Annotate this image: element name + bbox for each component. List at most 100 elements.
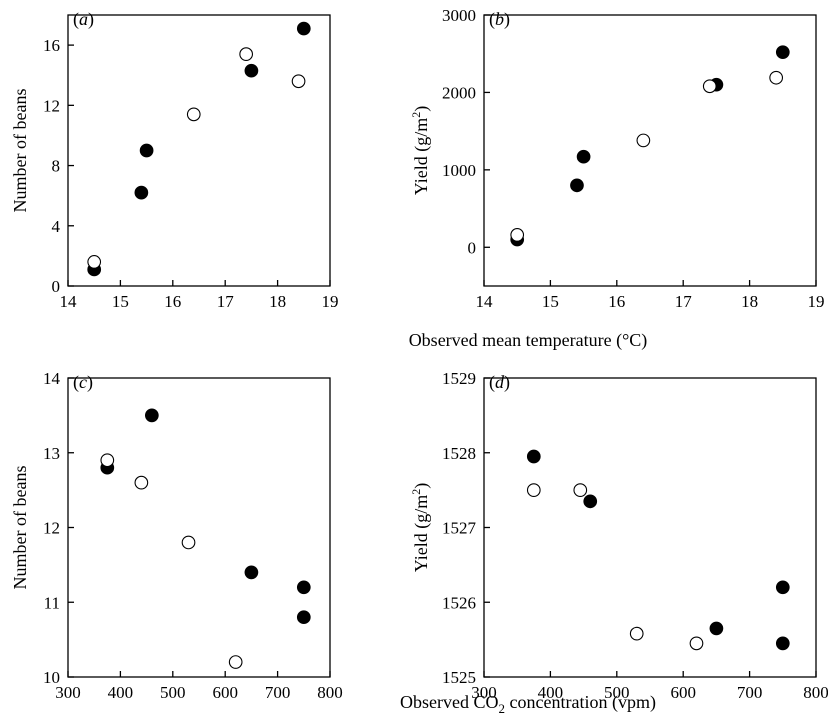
filled-data-point (296, 21, 311, 36)
panel-label-letter: b (495, 9, 504, 29)
open-data-point (228, 655, 243, 669)
filled-data-point (775, 636, 790, 651)
x-tick-label: 500 (160, 683, 186, 702)
y-tick-label: 10 (43, 668, 60, 687)
panel-label-open-paren: ( (489, 372, 495, 393)
panel-label-close-paren: ) (504, 9, 510, 30)
y-tick-label: 3000 (442, 6, 476, 25)
y-axis-label-text: Yield (g/m (411, 495, 432, 573)
x-tick-label: 18 (269, 292, 286, 311)
y-tick-label: 1528 (442, 444, 476, 463)
y-axis-label: Yield (g/m2) (409, 483, 432, 573)
x-tick-label: 19 (808, 292, 825, 311)
open-data-point (629, 626, 644, 641)
open-data-point (181, 535, 196, 550)
open-data-point (526, 483, 541, 497)
x-tick-label: 700 (737, 683, 763, 702)
open-data-point (702, 79, 717, 94)
panel-label-letter: d (495, 372, 505, 392)
x-tick-label: 600 (670, 683, 696, 702)
filled-data-point (296, 610, 311, 625)
filled-data-point (244, 565, 259, 580)
x-tick-label: 400 (108, 683, 134, 702)
plot-frame (483, 377, 817, 678)
x-tick-label: 18 (741, 292, 758, 311)
bottom-x-axis-label-text: Observed CO (400, 692, 498, 712)
y-tick-label: 1526 (442, 593, 476, 612)
x-tick-label: 15 (112, 292, 129, 311)
y-axis-label: Number of beans (10, 466, 30, 590)
open-data-point (87, 255, 102, 269)
y-axis-label: Yield (g/m2) (409, 106, 432, 196)
x-tick-label: 800 (803, 683, 828, 702)
y-tick-label: 12 (43, 519, 60, 538)
filled-data-point (144, 408, 159, 423)
plot-frame (67, 377, 331, 678)
x-tick-label: 300 (471, 683, 497, 702)
y-tick-label: 1525 (442, 668, 476, 687)
filled-data-point (139, 143, 154, 158)
panel-label-open-paren: ( (489, 9, 495, 30)
y-axis-label-suffix: ) (411, 483, 432, 489)
plot-frame (67, 14, 331, 287)
y-axis-label-superscript: 2 (409, 112, 423, 118)
x-tick-label: 16 (164, 292, 181, 311)
open-data-point (291, 74, 306, 89)
y-tick-label: 12 (43, 96, 60, 115)
filled-data-point (244, 63, 259, 78)
panel-d: 300 400 500 600 700 800 1525 1526 1527 1528 1529 (d… (409, 369, 828, 702)
x-tick-label: 400 (538, 683, 564, 702)
y-axis-label-text: Yield (g/m (411, 118, 432, 196)
x-tick-label: 600 (212, 683, 238, 702)
x-tick-label: 300 (55, 683, 81, 702)
panel-label-letter: c (79, 372, 87, 392)
y-tick-label: 0 (468, 238, 477, 257)
x-tick-label: 700 (265, 683, 291, 702)
y-axis-label-text: Number of beans (10, 466, 30, 590)
y-axis-label: Number of beans (10, 89, 30, 213)
y-tick-label: 13 (43, 444, 60, 463)
open-data-point (636, 133, 651, 148)
bottom-row-x-axis-label: Observed CO2 concentration (vpm) (400, 692, 656, 715)
y-axis-label-text: Number of beans (10, 89, 30, 213)
y-tick-label: 1529 (442, 369, 476, 388)
open-data-point (100, 453, 115, 468)
open-data-point (573, 483, 588, 497)
y-tick-label: 14 (43, 369, 61, 388)
y-tick-label: 2000 (442, 83, 476, 102)
open-data-point (689, 636, 704, 651)
filled-data-point (570, 178, 584, 193)
x-tick-label: 800 (317, 683, 343, 702)
panel-label-open-paren: ( (73, 9, 79, 30)
filled-data-point (775, 45, 790, 60)
y-tick-label: 1000 (442, 161, 476, 180)
filled-data-point (134, 185, 149, 200)
filled-data-point (583, 494, 598, 509)
panel-label-close-paren: ) (88, 9, 94, 30)
panel-label: (a) (73, 9, 94, 30)
y-axis-label-superscript: 2 (409, 489, 423, 495)
top-row-x-axis-label: Observed mean temperature (°C) (409, 330, 648, 351)
panel-label-close-paren: ) (87, 372, 93, 393)
y-tick-label: 16 (43, 36, 60, 55)
x-tick-label: 17 (217, 292, 235, 311)
x-tick-label: 15 (542, 292, 559, 311)
open-data-point (239, 47, 254, 61)
x-tick-label: 19 (322, 292, 339, 311)
filled-data-point (709, 621, 724, 636)
panel-label: (c) (73, 372, 93, 393)
x-tick-label: 17 (675, 292, 693, 311)
filled-data-point (526, 449, 541, 464)
x-tick-label: 16 (608, 292, 625, 311)
x-tick-label: 14 (60, 292, 78, 311)
panel-label-letter: a (79, 9, 88, 29)
bottom-x-axis-label-suffix: concentration (vpm) (505, 692, 656, 713)
x-tick-label: 500 (604, 683, 630, 702)
y-tick-label: 8 (52, 157, 61, 176)
y-tick-label: 4 (52, 217, 61, 236)
filled-data-point (576, 149, 591, 164)
bottom-x-axis-label-subscript: 2 (499, 701, 506, 715)
y-axis-label-suffix: ) (411, 106, 432, 112)
